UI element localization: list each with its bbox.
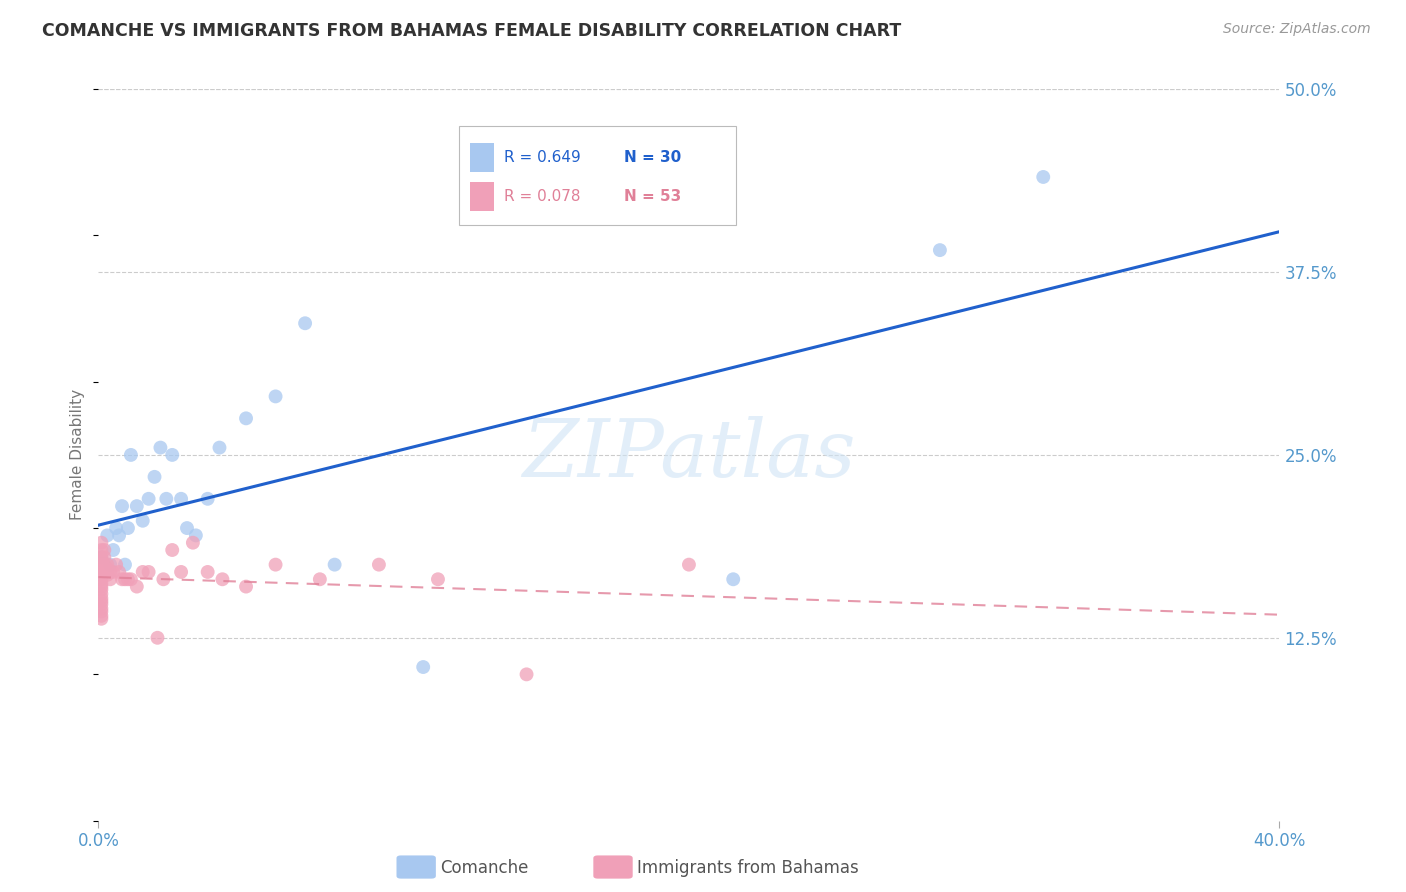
Point: [90, 565, 112, 579]
Point: [309, 572, 332, 586]
Point: [90, 535, 112, 549]
Point: [90, 562, 112, 576]
Point: [103, 543, 125, 558]
Point: [235, 411, 257, 425]
Point: [368, 558, 391, 572]
Point: [98, 558, 121, 572]
Text: N = 53: N = 53: [624, 189, 682, 204]
Text: COMANCHE VS IMMIGRANTS FROM BAHAMAS FEMALE DISABILITY CORRELATION CHART: COMANCHE VS IMMIGRANTS FROM BAHAMAS FEMA…: [42, 22, 901, 40]
Text: R = 0.649: R = 0.649: [503, 150, 581, 165]
Point: [90, 587, 112, 601]
Point: [149, 441, 172, 455]
Point: [412, 660, 434, 674]
Point: [105, 521, 128, 535]
Y-axis label: Female Disability: Female Disability: [70, 389, 86, 521]
Bar: [471, 143, 494, 172]
Point: [132, 514, 155, 528]
Point: [108, 528, 131, 542]
Point: [90, 597, 112, 611]
Point: [98, 572, 121, 586]
Point: [143, 470, 166, 484]
Point: [96, 558, 118, 572]
Point: [93, 558, 115, 572]
Point: [427, 572, 450, 586]
Point: [96, 562, 118, 576]
Point: [235, 580, 257, 594]
Bar: [471, 182, 494, 211]
Point: [211, 572, 233, 586]
Point: [120, 572, 142, 586]
Point: [181, 535, 204, 549]
Point: [90, 601, 112, 615]
Point: [90, 543, 112, 558]
Point: [117, 572, 139, 586]
Point: [197, 491, 219, 506]
Point: [155, 491, 177, 506]
Point: [120, 448, 142, 462]
Point: [184, 528, 207, 542]
Point: [138, 565, 160, 579]
Point: [264, 389, 287, 403]
Text: R = 0.078: R = 0.078: [503, 189, 581, 204]
Point: [90, 591, 112, 606]
Point: [90, 580, 112, 594]
Point: [108, 565, 131, 579]
Point: [125, 580, 148, 594]
Point: [90, 608, 112, 623]
Text: Source: ZipAtlas.com: Source: ZipAtlas.com: [1223, 22, 1371, 37]
Point: [197, 565, 219, 579]
Point: [1032, 169, 1054, 184]
Point: [264, 558, 287, 572]
Point: [294, 316, 316, 330]
Point: [93, 565, 115, 579]
Point: [90, 572, 112, 586]
Point: [208, 441, 231, 455]
Point: [114, 572, 136, 586]
Point: [111, 572, 134, 586]
Point: [515, 667, 537, 681]
Point: [90, 550, 112, 565]
Point: [928, 243, 950, 257]
Point: [723, 572, 745, 586]
Point: [90, 550, 112, 565]
Point: [90, 594, 112, 608]
Point: [176, 521, 198, 535]
Point: [96, 528, 118, 542]
FancyBboxPatch shape: [458, 126, 737, 225]
Point: [90, 576, 112, 591]
Point: [170, 491, 193, 506]
Point: [90, 558, 112, 572]
Point: [117, 521, 139, 535]
Point: [162, 543, 183, 558]
Point: [170, 565, 193, 579]
Point: [93, 550, 115, 565]
Point: [103, 565, 125, 579]
Point: [132, 565, 155, 579]
Point: [98, 565, 121, 579]
Point: [105, 558, 128, 572]
Point: [138, 491, 160, 506]
Point: [678, 558, 700, 572]
Point: [90, 553, 112, 567]
Text: Comanche: Comanche: [440, 859, 529, 877]
Point: [96, 567, 118, 582]
Point: [90, 612, 112, 626]
Point: [146, 631, 169, 645]
Point: [125, 499, 148, 513]
Text: Immigrants from Bahamas: Immigrants from Bahamas: [637, 859, 859, 877]
Point: [114, 558, 136, 572]
Point: [90, 604, 112, 618]
Text: N = 30: N = 30: [624, 150, 682, 165]
Point: [90, 582, 112, 597]
Point: [323, 558, 346, 572]
Point: [93, 543, 115, 558]
Point: [162, 448, 183, 462]
Text: ZIPatlas: ZIPatlas: [522, 417, 856, 493]
Point: [90, 567, 112, 582]
Point: [152, 572, 174, 586]
Point: [111, 499, 134, 513]
